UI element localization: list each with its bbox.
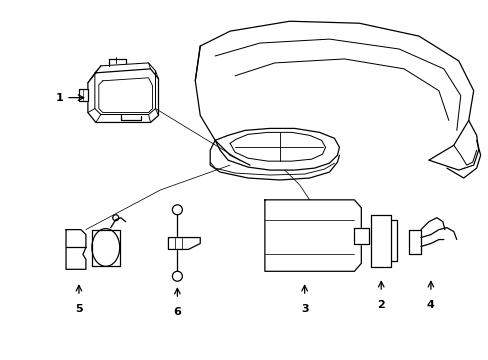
Circle shape [72, 238, 80, 246]
Circle shape [113, 215, 119, 221]
Circle shape [172, 205, 182, 215]
Circle shape [172, 271, 182, 281]
Text: 3: 3 [300, 304, 308, 314]
Polygon shape [66, 230, 86, 269]
Text: 6: 6 [173, 307, 181, 317]
Polygon shape [264, 200, 361, 271]
Polygon shape [408, 230, 420, 255]
Circle shape [288, 220, 320, 251]
Circle shape [376, 226, 385, 234]
Polygon shape [88, 69, 158, 122]
Polygon shape [168, 238, 200, 249]
Ellipse shape [92, 229, 120, 266]
Circle shape [98, 239, 114, 255]
Text: 4: 4 [426, 300, 434, 310]
Text: 5: 5 [75, 304, 82, 314]
Circle shape [72, 257, 80, 265]
Polygon shape [79, 89, 88, 100]
Polygon shape [370, 215, 390, 267]
Circle shape [329, 243, 349, 264]
Text: 2: 2 [377, 300, 385, 310]
Circle shape [376, 248, 385, 256]
Circle shape [276, 208, 332, 264]
Text: 1: 1 [55, 93, 63, 103]
Polygon shape [354, 228, 368, 243]
